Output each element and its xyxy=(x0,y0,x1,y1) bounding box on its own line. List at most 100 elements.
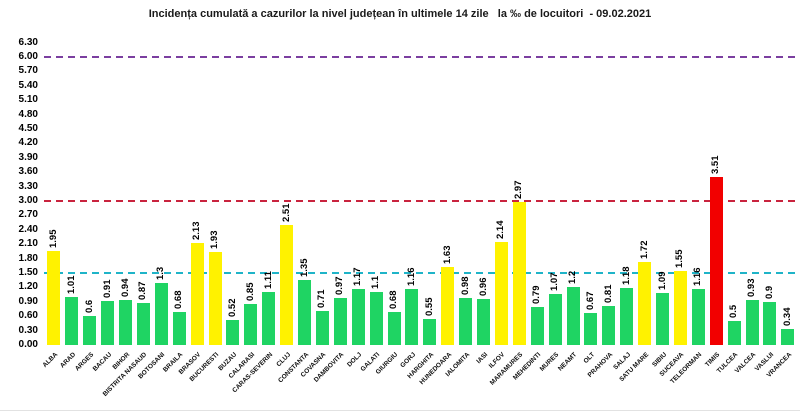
bar-buzau xyxy=(226,320,240,345)
bar-gorj xyxy=(405,289,419,345)
bar-braila xyxy=(172,312,186,345)
bar-value-label: 2.51 xyxy=(280,203,292,222)
bar-value-label: 1.55 xyxy=(674,249,686,268)
bar-iasi xyxy=(477,298,491,345)
bar-alba xyxy=(47,251,61,345)
bar-value-label: 0.55 xyxy=(423,297,435,316)
bar-bistrita-nasaud xyxy=(136,303,150,345)
bar-value-label: 2.14 xyxy=(495,220,507,240)
bar-vaslui xyxy=(763,301,777,345)
y-axis-tick-label: 0.00 xyxy=(18,339,38,350)
bar-botosani xyxy=(154,282,168,345)
bar-value-label: 3.51 xyxy=(710,155,722,174)
bar-value-label: 0.81 xyxy=(602,284,614,304)
bar-value-label: 1.3 xyxy=(155,266,167,280)
y-axis-tick-label: 5.10 xyxy=(18,94,38,106)
y-axis-tick-label: 3.00 xyxy=(18,195,38,206)
bar-value-label: 1.2 xyxy=(566,271,578,285)
y-axis-tick-label: 6.30 xyxy=(18,36,38,48)
x-axis-label: ALBA xyxy=(41,351,60,370)
bar-caras-severin xyxy=(262,291,276,345)
bar-value-label: 1.35 xyxy=(298,258,310,278)
bar-value-label: 0.97 xyxy=(334,276,346,296)
y-axis-tick-label: 5.40 xyxy=(18,79,38,91)
y-axis-tick-label: 6.00 xyxy=(18,51,38,62)
bar-value-label: 0.68 xyxy=(387,290,399,310)
y-axis-tick-label: 4.80 xyxy=(18,108,38,120)
bar-mehedinti xyxy=(530,307,544,345)
reference-line-3 xyxy=(44,200,798,202)
bar-suceava xyxy=(673,270,687,345)
bar-giurgiu xyxy=(387,312,401,345)
bar-mures xyxy=(548,293,562,345)
bar-constanta xyxy=(298,280,312,345)
bar-value-label: 1.18 xyxy=(620,266,632,286)
bar-salaj xyxy=(620,288,634,345)
bar-value-label: 2.97 xyxy=(513,180,525,200)
bar-bacau xyxy=(101,301,115,345)
bar-covasna xyxy=(315,310,329,345)
bar-value-label: 1.09 xyxy=(656,271,668,290)
bar-arges xyxy=(83,316,97,345)
y-axis-tick-label: 2.40 xyxy=(18,223,38,235)
bar-value-label: 0.96 xyxy=(477,277,489,296)
bar-prahova xyxy=(602,306,616,345)
y-axis-tick-label: 4.20 xyxy=(18,137,38,149)
y-axis-tick-label: 3.90 xyxy=(18,151,38,163)
bar-value-label: 1.93 xyxy=(208,230,220,250)
reference-line-6 xyxy=(44,56,798,58)
bar-bihor xyxy=(119,299,133,345)
bar-value-label: 0.52 xyxy=(226,298,238,318)
bar-neamt xyxy=(566,287,580,345)
bar-teleorman xyxy=(691,289,705,345)
bar-vrancea xyxy=(781,328,795,345)
bar-value-label: 1.95 xyxy=(47,229,59,249)
bar-value-label: 0.71 xyxy=(316,289,328,308)
y-axis-tick-label: 3.60 xyxy=(18,166,38,178)
bar-value-label: 0.79 xyxy=(531,285,543,305)
bar-value-label: 0.5 xyxy=(727,304,739,318)
y-axis-tick-label: 0.90 xyxy=(18,295,38,307)
bar-value-label: 0.9 xyxy=(763,285,775,299)
reference-line-1.5 xyxy=(44,272,798,274)
bar-brasov xyxy=(190,242,204,345)
y-axis-tick-label: 1.80 xyxy=(18,252,38,264)
bar-arad xyxy=(65,296,79,345)
bar-value-label: 0.67 xyxy=(584,291,596,310)
bar-ilfov xyxy=(494,242,508,345)
bar-tulcea xyxy=(727,321,741,345)
bar-value-label: 0.91 xyxy=(101,279,113,299)
bar-value-label: 0.34 xyxy=(781,307,793,326)
chart-bottom-border xyxy=(0,410,800,411)
y-axis-tick-label: 0.60 xyxy=(18,310,38,322)
y-axis-tick-label: 1.50 xyxy=(18,267,38,278)
y-axis-tick-label: 2.10 xyxy=(18,238,38,250)
bar-value-label: 0.94 xyxy=(119,278,131,297)
y-axis-tick-label: 3.30 xyxy=(18,180,38,192)
chart-title: Incidența cumulată a cazurilor la nivel … xyxy=(148,8,652,20)
bar-value-label: 0.85 xyxy=(244,282,256,302)
bar-value-label: 1.11 xyxy=(262,270,274,289)
bar-maramures xyxy=(512,202,526,345)
bar-dambovita xyxy=(333,298,347,345)
bar-dolj xyxy=(351,288,365,345)
bar-bucuresti xyxy=(208,252,222,345)
bar-value-label: 0.87 xyxy=(137,281,149,301)
bar-value-label: 1.16 xyxy=(692,267,704,287)
bar-galati xyxy=(369,292,383,345)
bar-value-label: 1.1 xyxy=(369,275,381,290)
bar-value-label: 1.72 xyxy=(638,240,650,260)
bar-ialomita xyxy=(459,297,473,345)
bar-olt xyxy=(584,312,598,345)
y-axis-tick-label: 2.70 xyxy=(18,209,38,221)
bar-calarasi xyxy=(244,304,258,345)
bar-value-label: 0.93 xyxy=(745,278,757,298)
bar-sibiu xyxy=(656,292,670,345)
y-axis-tick-label: 4.50 xyxy=(18,123,38,134)
y-axis-tick-label: 5.70 xyxy=(18,65,38,77)
bar-cluj xyxy=(280,224,294,345)
bar-value-label: 1.07 xyxy=(548,272,560,291)
bar-value-label: 1.63 xyxy=(441,245,453,264)
bar-value-label: 1.17 xyxy=(352,267,364,286)
